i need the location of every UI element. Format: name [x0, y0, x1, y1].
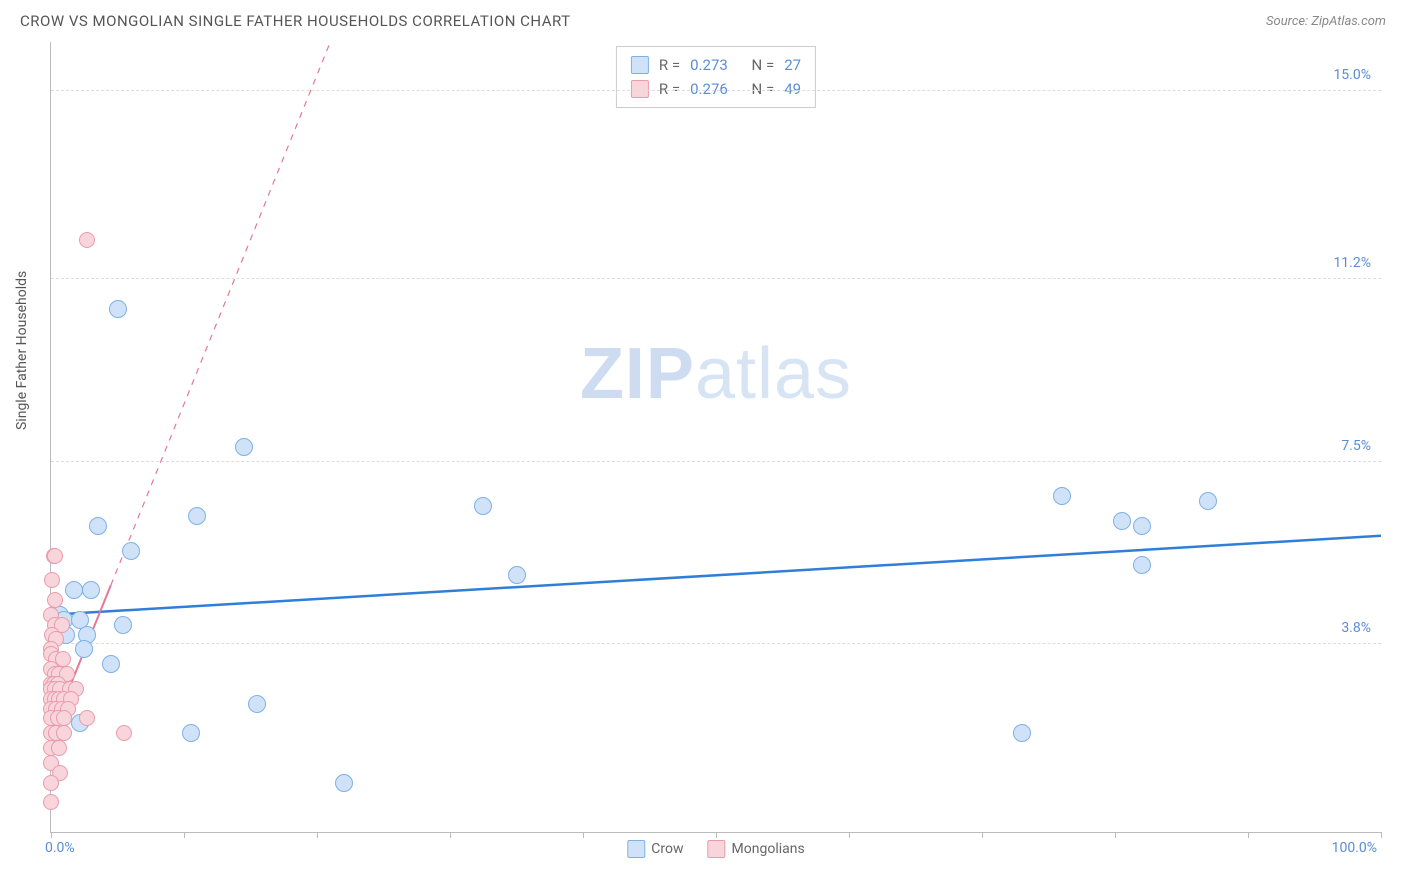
x-tick: [1381, 832, 1382, 838]
data-point: [1133, 556, 1151, 574]
data-point: [1133, 517, 1151, 535]
data-point: [56, 725, 72, 741]
legend-label-crow: Crow: [651, 841, 683, 857]
stats-N-label: N =: [752, 77, 775, 101]
gridline: [51, 643, 1381, 644]
trend-line: [51, 536, 1381, 615]
stats-N-label: N =: [752, 53, 775, 77]
x-tick: [450, 832, 451, 838]
data-point: [65, 581, 83, 599]
y-tick-label: 11.2%: [1333, 255, 1371, 271]
trend-line: [111, 42, 330, 585]
data-point: [335, 774, 353, 792]
x-axis-max-label: 100.0%: [1332, 840, 1377, 856]
stats-swatch-mongolians: [631, 80, 649, 98]
data-point: [102, 655, 120, 673]
y-tick-label: 3.8%: [1341, 620, 1371, 636]
stats-R-mongolians: 0.276: [690, 77, 728, 101]
stats-R-label: R =: [659, 53, 680, 77]
watermark-text: ZIPatlas: [580, 333, 852, 415]
y-tick-label: 15.0%: [1333, 67, 1371, 83]
stats-row-crow: R = 0.273 N = 27: [631, 53, 801, 77]
chart-title: CROW VS MONGOLIAN SINGLE FATHER HOUSEHOL…: [20, 12, 571, 30]
data-point: [82, 581, 100, 599]
x-tick: [716, 832, 717, 838]
legend-label-mongolians: Mongolians: [732, 841, 805, 857]
chart-header: CROW VS MONGOLIAN SINGLE FATHER HOUSEHOL…: [0, 0, 1406, 38]
watermark-bold: ZIP: [580, 334, 695, 414]
stats-R-label: R =: [659, 77, 680, 101]
data-point: [56, 710, 72, 726]
data-point: [44, 572, 60, 588]
x-tick: [1115, 832, 1116, 838]
data-point: [122, 542, 140, 560]
data-point: [1113, 512, 1131, 530]
data-point: [474, 497, 492, 515]
stats-N-crow: 27: [784, 53, 801, 77]
data-point: [47, 548, 63, 564]
data-point: [188, 507, 206, 525]
y-tick-label: 7.5%: [1341, 438, 1371, 454]
stats-swatch-crow: [631, 56, 649, 74]
scatter-chart: ZIPatlas R = 0.273 N = 27 R = 0.276 N = …: [50, 42, 1381, 833]
stats-R-crow: 0.273: [690, 53, 728, 77]
legend-swatch-mongolians: [708, 840, 726, 858]
legend-item-crow: Crow: [627, 840, 683, 858]
legend-item-mongolians: Mongolians: [708, 840, 805, 858]
data-point: [1053, 487, 1071, 505]
data-point: [116, 725, 132, 741]
x-tick: [583, 832, 584, 838]
y-axis-label: Single Father Households: [14, 271, 30, 430]
data-point: [47, 592, 63, 608]
data-point: [43, 775, 59, 791]
x-axis-min-label: 0.0%: [45, 840, 75, 856]
correlation-stats-box: R = 0.273 N = 27 R = 0.276 N = 49: [616, 46, 816, 108]
legend-swatch-crow: [627, 840, 645, 858]
watermark-light: atlas: [695, 334, 852, 414]
x-tick: [51, 832, 52, 838]
data-point: [109, 300, 127, 318]
data-point: [508, 566, 526, 584]
data-point: [248, 695, 266, 713]
data-point: [75, 640, 93, 658]
x-tick: [982, 832, 983, 838]
gridline: [51, 461, 1381, 462]
data-point: [182, 724, 200, 742]
x-tick: [184, 832, 185, 838]
trend-lines-layer: [51, 42, 1381, 832]
data-point: [1013, 724, 1031, 742]
data-point: [235, 438, 253, 456]
source-attribution: Source: ZipAtlas.com: [1266, 14, 1386, 29]
legend-bottom: Crow Mongolians: [627, 840, 804, 858]
data-point: [51, 740, 67, 756]
x-tick: [317, 832, 318, 838]
gridline: [51, 90, 1381, 91]
data-point: [79, 232, 95, 248]
data-point: [79, 710, 95, 726]
data-point: [1199, 492, 1217, 510]
gridline: [51, 278, 1381, 279]
x-tick: [1248, 832, 1249, 838]
x-tick: [849, 832, 850, 838]
data-point: [89, 517, 107, 535]
stats-N-mongolians: 49: [784, 77, 801, 101]
data-point: [114, 616, 132, 634]
stats-row-mongolians: R = 0.276 N = 49: [631, 77, 801, 101]
data-point: [43, 794, 59, 810]
